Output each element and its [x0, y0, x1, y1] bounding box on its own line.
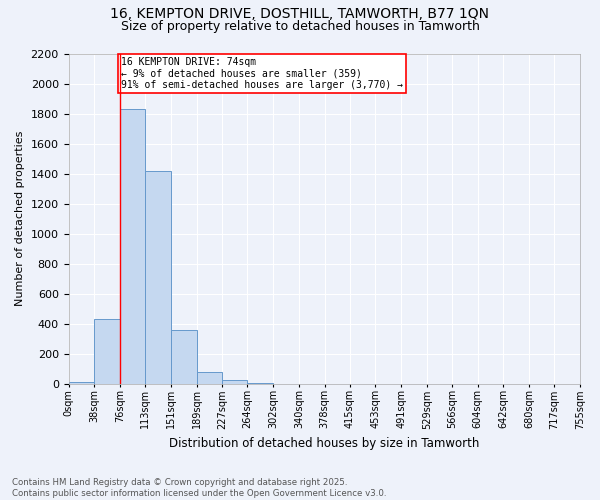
Text: 16 KEMPTON DRIVE: 74sqm
← 9% of detached houses are smaller (359)
91% of semi-de: 16 KEMPTON DRIVE: 74sqm ← 9% of detached…: [121, 57, 403, 90]
Bar: [223, 380, 247, 384]
Bar: [247, 383, 273, 384]
Bar: [197, 372, 223, 384]
X-axis label: Distribution of detached houses by size in Tamworth: Distribution of detached houses by size …: [169, 437, 479, 450]
Bar: [171, 330, 197, 384]
Bar: [94, 319, 120, 384]
Text: Size of property relative to detached houses in Tamworth: Size of property relative to detached ho…: [121, 20, 479, 33]
Bar: [68, 382, 94, 384]
Bar: [120, 110, 145, 384]
Bar: [145, 171, 171, 384]
Y-axis label: Number of detached properties: Number of detached properties: [15, 131, 25, 306]
Text: 16, KEMPTON DRIVE, DOSTHILL, TAMWORTH, B77 1QN: 16, KEMPTON DRIVE, DOSTHILL, TAMWORTH, B…: [110, 8, 490, 22]
Text: Contains HM Land Registry data © Crown copyright and database right 2025.
Contai: Contains HM Land Registry data © Crown c…: [12, 478, 386, 498]
